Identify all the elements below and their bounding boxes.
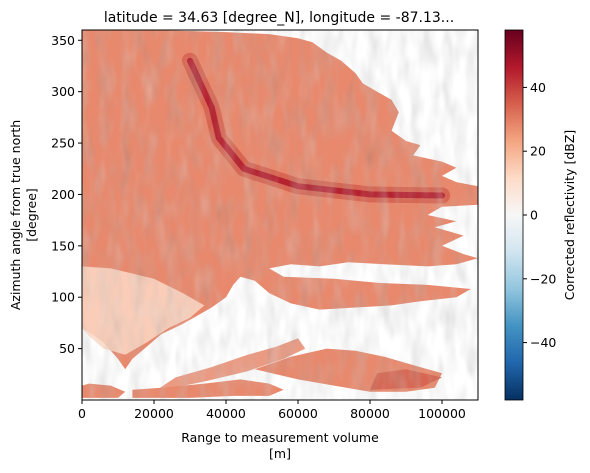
x-axis-ticks: 0 20000 40000 60000 80000 100000 <box>78 400 466 421</box>
y-tick-label: 350 <box>51 33 75 48</box>
x-axis-unit: [m] <box>269 446 291 461</box>
y-tick-label: 250 <box>51 136 75 151</box>
colorbar-tick-label: 20 <box>530 144 546 159</box>
chart-title: latitude = 34.63 [degree_N], longitude =… <box>104 10 454 26</box>
plot-area <box>82 30 478 400</box>
colorbar-tick-label: 0 <box>530 208 538 223</box>
colorbar-tick-label: 40 <box>530 80 546 95</box>
colorbar <box>504 29 524 401</box>
x-tick-label: 100000 <box>418 406 466 421</box>
y-axis-unit: [degree] <box>24 188 39 242</box>
x-tick-label: 0 <box>78 406 86 421</box>
y-tick-label: 200 <box>51 187 75 202</box>
colorbar-tick-label: −20 <box>530 271 556 286</box>
y-axis-label: Azimuth angle from true north <box>8 120 23 310</box>
y-axis-ticks: 50 100 150 200 250 300 350 <box>51 33 82 356</box>
x-axis-label: Range to measurement volume <box>181 430 379 445</box>
echo-texture <box>82 30 478 400</box>
plot-frame <box>81 29 479 401</box>
y-tick-label: 300 <box>51 84 75 99</box>
texture-overlay <box>82 30 478 400</box>
x-tick-label: 80000 <box>350 406 390 421</box>
colorbar-tick-label: −40 <box>530 335 556 350</box>
colorbar-ticks: −40 −20 0 20 40 <box>523 80 556 350</box>
x-tick-label: 40000 <box>206 406 246 421</box>
x-tick-label: 20000 <box>134 406 174 421</box>
x-tick-label: 60000 <box>278 406 318 421</box>
y-tick-label: 100 <box>51 290 75 305</box>
y-tick-label: 50 <box>59 341 75 356</box>
colorbar-label: Corrected reflectivity [dBZ] <box>562 130 577 301</box>
y-tick-label: 150 <box>51 238 75 253</box>
